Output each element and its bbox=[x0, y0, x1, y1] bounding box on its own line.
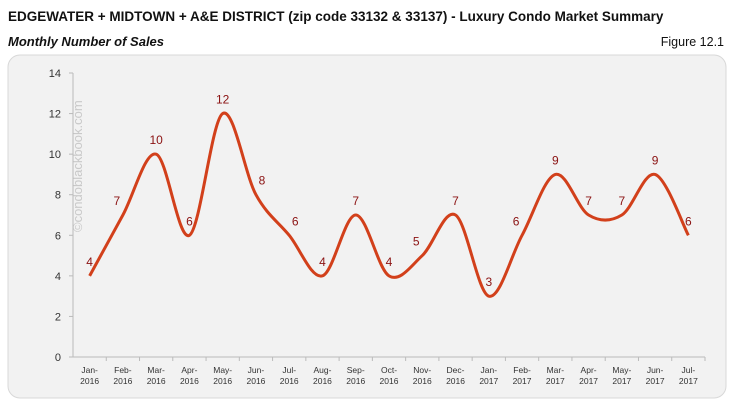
data-label: 7 bbox=[618, 194, 625, 208]
data-label: 4 bbox=[319, 255, 326, 269]
x-tick-label: Sep- bbox=[347, 365, 365, 375]
chart-title: EDGEWATER + MIDTOWN + A&E DISTRICT (zip … bbox=[8, 9, 664, 24]
x-tick-label: Apr- bbox=[581, 365, 597, 375]
data-label: 7 bbox=[585, 194, 592, 208]
x-tick-label: May- bbox=[213, 365, 232, 375]
data-label: 9 bbox=[652, 153, 659, 167]
x-tick-label: 2016 bbox=[313, 376, 332, 386]
x-tick-label: 2017 bbox=[579, 376, 598, 386]
chart-subtitle: Monthly Number of Sales bbox=[8, 34, 164, 49]
x-tick-label: Jan- bbox=[81, 365, 98, 375]
x-tick-label: 2016 bbox=[413, 376, 432, 386]
x-tick-label: Feb- bbox=[114, 365, 132, 375]
data-label: 7 bbox=[452, 194, 459, 208]
y-tick-label: 0 bbox=[55, 352, 61, 364]
data-label: 7 bbox=[352, 194, 359, 208]
x-tick-label: 2017 bbox=[612, 376, 631, 386]
y-tick-label: 6 bbox=[55, 230, 61, 242]
x-tick-label: 2017 bbox=[513, 376, 532, 386]
y-tick-label: 4 bbox=[55, 271, 61, 283]
data-label: 4 bbox=[386, 255, 393, 269]
y-tick-label: 12 bbox=[49, 109, 61, 121]
x-tick-label: Mar- bbox=[547, 365, 565, 375]
y-tick-label: 8 bbox=[55, 190, 61, 202]
x-tick-label: Feb- bbox=[513, 365, 531, 375]
x-tick-label: Jul- bbox=[282, 365, 296, 375]
x-tick-label: 2017 bbox=[679, 376, 698, 386]
data-label: 6 bbox=[513, 214, 520, 228]
x-tick-label: Mar- bbox=[147, 365, 165, 375]
watermark: ©condoblackbook.com bbox=[70, 100, 85, 232]
data-label: 3 bbox=[485, 275, 492, 289]
x-tick-label: 2016 bbox=[346, 376, 365, 386]
x-tick-label: Nov- bbox=[413, 365, 431, 375]
data-label: 6 bbox=[186, 214, 193, 228]
x-tick-label: Jul- bbox=[682, 365, 696, 375]
data-label: 5 bbox=[413, 235, 420, 249]
x-tick-label: Dec- bbox=[447, 365, 465, 375]
x-tick-label: 2017 bbox=[646, 376, 665, 386]
x-tick-label: 2016 bbox=[246, 376, 265, 386]
x-tick-label: 2016 bbox=[280, 376, 299, 386]
x-tick-label: 2017 bbox=[479, 376, 498, 386]
data-label: 4 bbox=[86, 255, 93, 269]
x-tick-label: 2016 bbox=[180, 376, 199, 386]
x-tick-label: 2016 bbox=[446, 376, 465, 386]
x-tick-label: May- bbox=[612, 365, 631, 375]
data-label: 9 bbox=[552, 153, 559, 167]
x-tick-label: 2016 bbox=[380, 376, 399, 386]
data-label: 6 bbox=[292, 214, 299, 228]
data-label: 8 bbox=[259, 174, 266, 188]
x-tick-label: 2017 bbox=[546, 376, 565, 386]
x-tick-label: Jun- bbox=[647, 365, 664, 375]
data-label: 12 bbox=[216, 93, 230, 107]
data-line bbox=[88, 111, 690, 298]
data-label: 10 bbox=[149, 133, 163, 147]
x-tick-label: Oct- bbox=[381, 365, 397, 375]
x-tick-label: Aug- bbox=[313, 365, 331, 375]
x-tick-label: 2016 bbox=[147, 376, 166, 386]
x-tick-label: 2016 bbox=[213, 376, 232, 386]
y-tick-label: 14 bbox=[49, 68, 61, 80]
x-tick-label: 2016 bbox=[80, 376, 99, 386]
data-label: 6 bbox=[685, 214, 692, 228]
figure-label: Figure 12.1 bbox=[661, 35, 724, 49]
x-tick-label: 2016 bbox=[113, 376, 132, 386]
x-tick-label: Apr- bbox=[181, 365, 197, 375]
x-tick-label: Jan- bbox=[481, 365, 498, 375]
x-tick-label: Jun- bbox=[248, 365, 265, 375]
y-tick-label: 2 bbox=[55, 311, 61, 323]
y-tick-label: 10 bbox=[49, 149, 61, 161]
data-label: 7 bbox=[114, 194, 121, 208]
